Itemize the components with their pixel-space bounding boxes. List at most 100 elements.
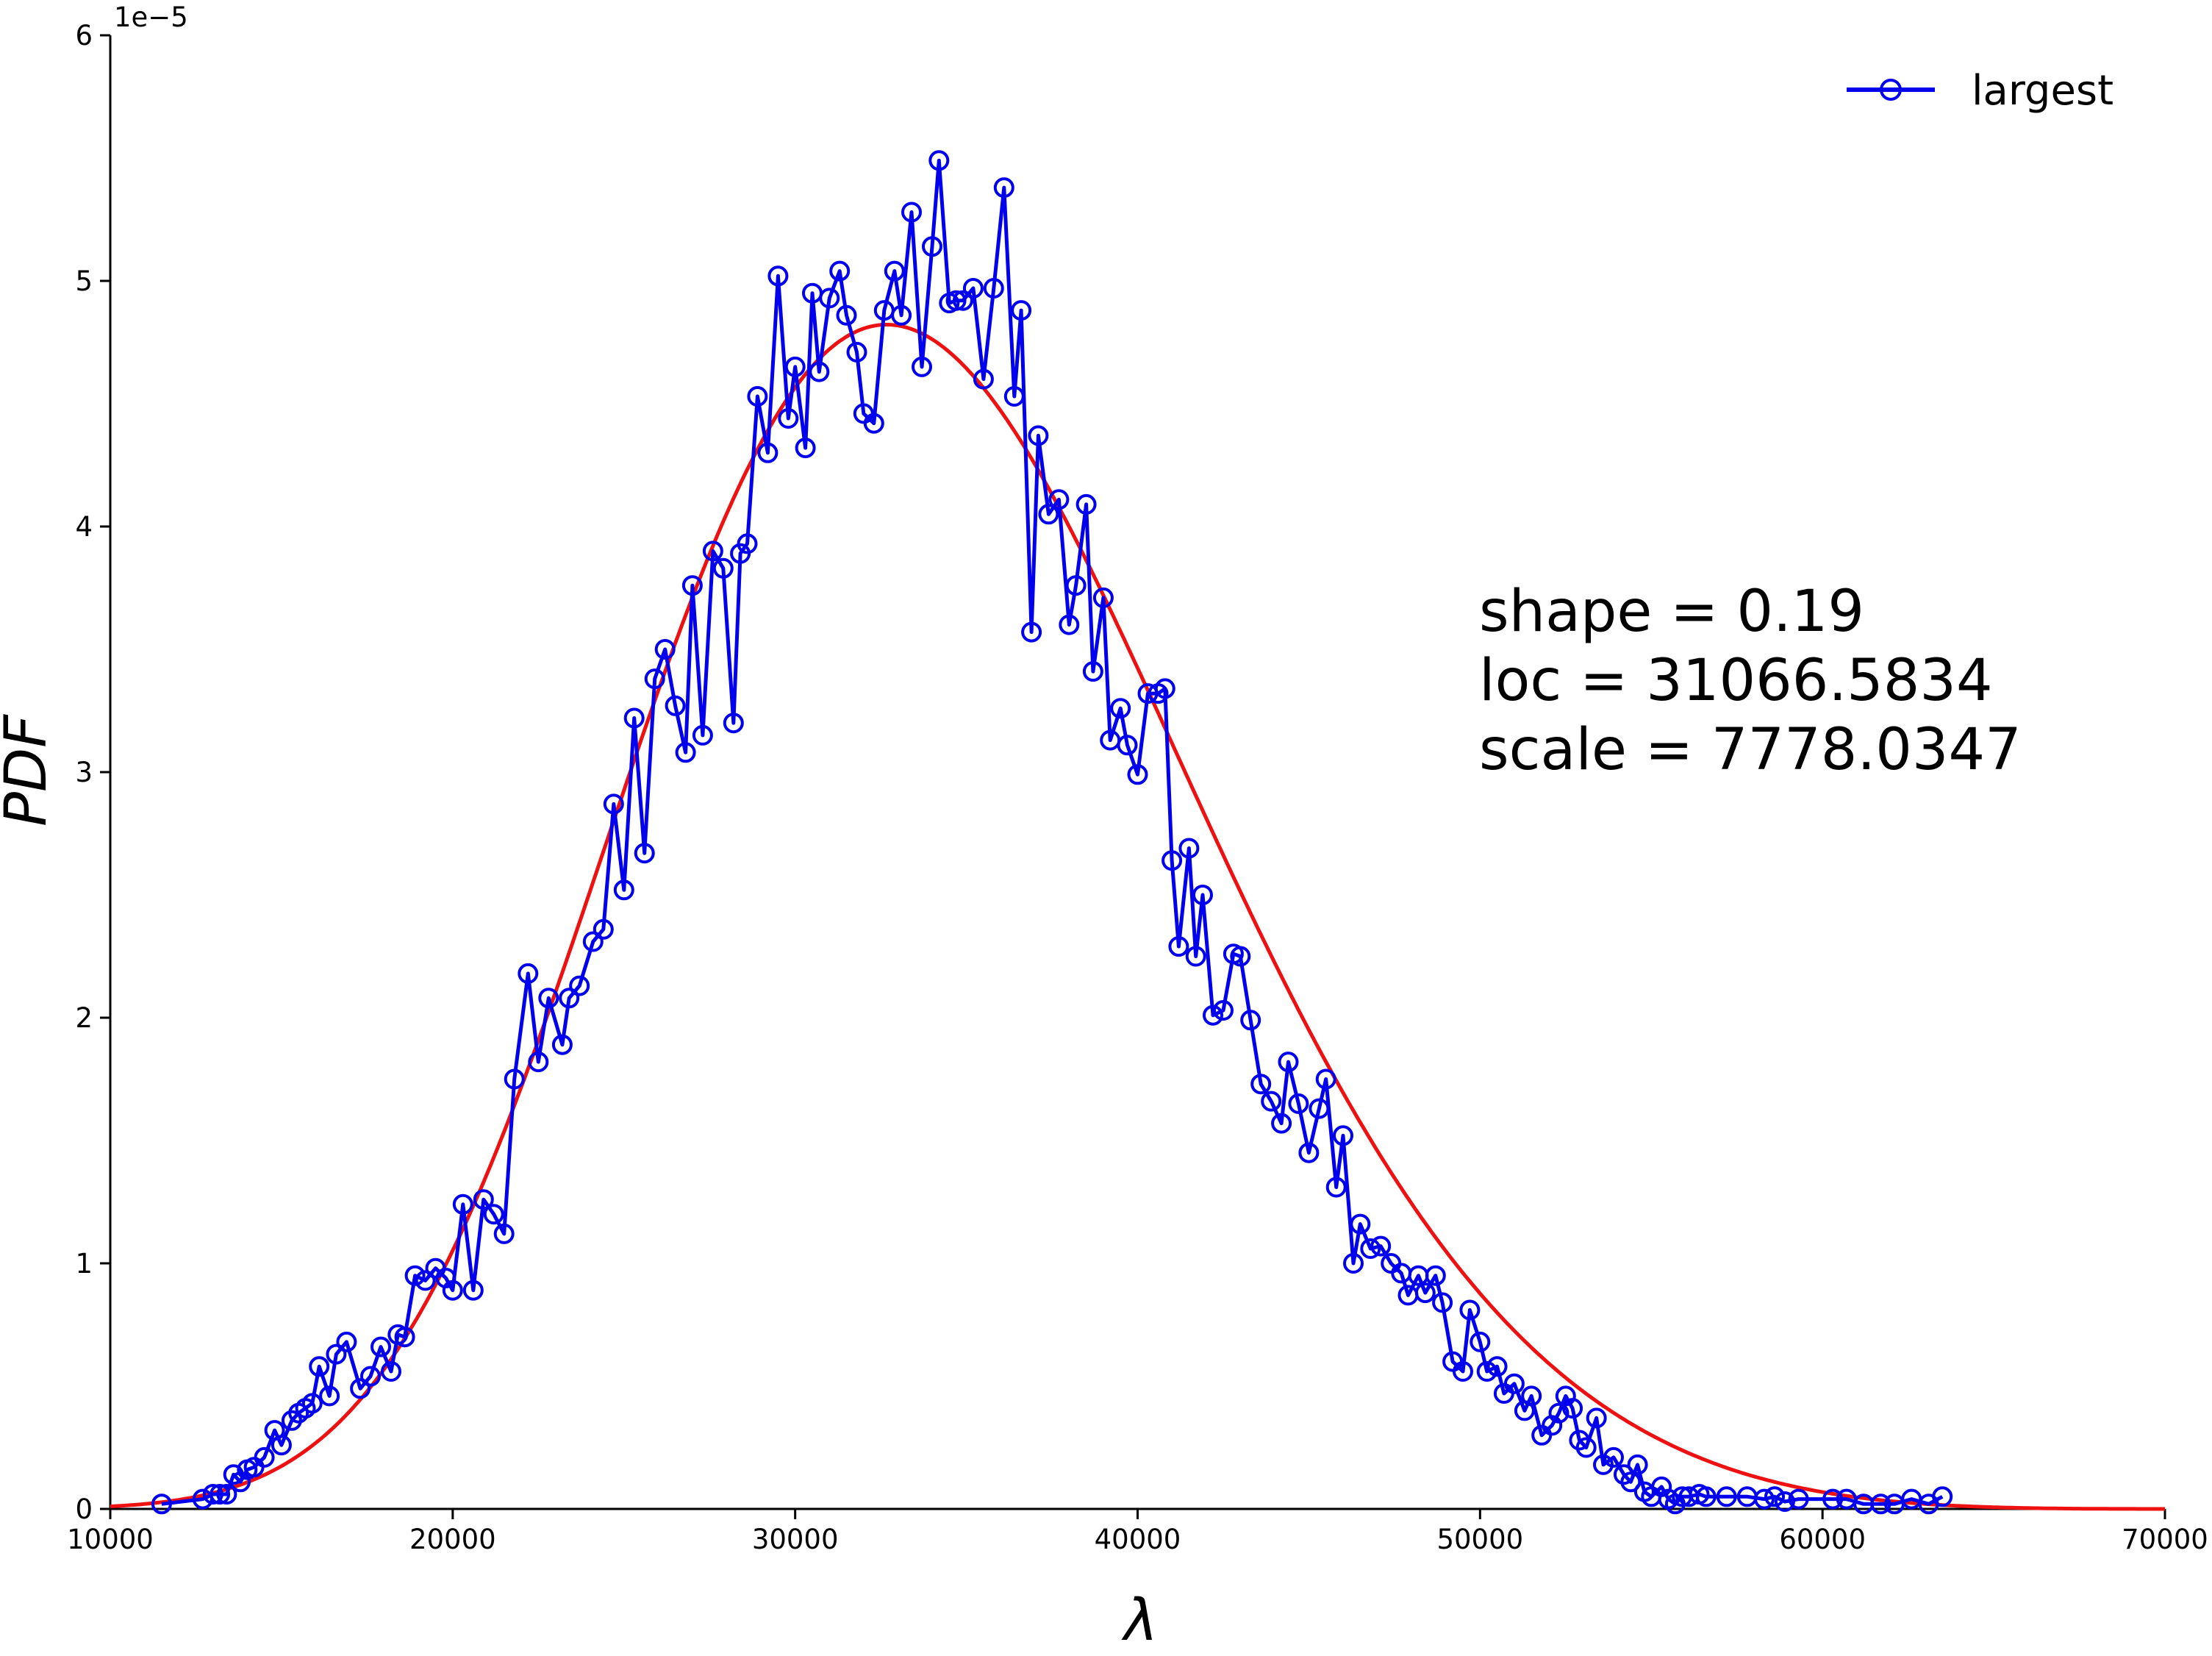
- data-point: [1127, 764, 1148, 785]
- data-point: [1288, 1093, 1309, 1114]
- data-point: [747, 386, 768, 407]
- data-point: [1370, 1235, 1392, 1257]
- x-tick-label: 50000: [1436, 1524, 1523, 1555]
- data-point: [1822, 1488, 1844, 1510]
- data-point: [301, 1393, 323, 1414]
- data-point: [381, 1361, 401, 1382]
- data-point: [1278, 1052, 1299, 1073]
- data-point: [1870, 1493, 1891, 1515]
- data-point: [962, 278, 984, 299]
- data-point: [795, 438, 816, 459]
- data-point: [528, 1052, 549, 1073]
- data-point: [551, 1034, 573, 1055]
- data-point: [1092, 587, 1114, 608]
- data-point: [593, 918, 614, 940]
- data-point: [1343, 1253, 1364, 1274]
- data-point: [1521, 1385, 1542, 1407]
- data-point: [559, 988, 580, 1009]
- data-point: [1315, 1068, 1336, 1090]
- data-point: [723, 713, 744, 734]
- data-point: [1230, 946, 1251, 967]
- data-point: [983, 278, 1004, 299]
- x-tick-label: 30000: [752, 1524, 839, 1555]
- data-point: [1350, 1213, 1371, 1235]
- fit-curve-layer: [110, 323, 2165, 1511]
- data-point: [993, 177, 1014, 199]
- data-point: [1082, 661, 1103, 682]
- series-line-largest: [161, 158, 1944, 1506]
- data-point: [1309, 1098, 1330, 1119]
- data-point: [1603, 1446, 1624, 1468]
- x-tick-label: 40000: [1095, 1524, 1181, 1555]
- data-point: [371, 1336, 391, 1357]
- data-point: [1425, 1265, 1446, 1286]
- legend-marker: [1880, 79, 1902, 101]
- data-point: [151, 1493, 172, 1515]
- x-tick-label: 10000: [67, 1524, 154, 1555]
- data-point: [1178, 838, 1200, 859]
- data-point: [1298, 1142, 1320, 1163]
- data-point: [665, 695, 686, 716]
- data-point: [1185, 946, 1206, 967]
- data-point: [836, 304, 857, 326]
- data-point: [493, 1223, 515, 1244]
- data-point: [681, 575, 703, 596]
- data-point: [1503, 1373, 1525, 1394]
- data-point: [778, 408, 799, 429]
- data-point: [945, 290, 967, 311]
- data-point: [884, 260, 905, 282]
- y-axis-title: PDF: [0, 714, 60, 827]
- data-point: [360, 1366, 381, 1387]
- data-point: [1476, 1361, 1497, 1382]
- data-point: [1620, 1471, 1642, 1493]
- data-point: [415, 1270, 436, 1291]
- data-point: [1627, 1454, 1648, 1475]
- data-point: [1003, 386, 1025, 407]
- data-point: [634, 843, 655, 864]
- y-tick-label: 4: [75, 511, 93, 543]
- data-point: [473, 1189, 494, 1210]
- data-point: [1932, 1486, 1953, 1507]
- data-point: [952, 290, 973, 311]
- data-point: [1110, 698, 1131, 719]
- data-point: [538, 988, 559, 1009]
- data-point: [613, 879, 634, 901]
- data-point: [973, 368, 994, 390]
- data-point: [702, 540, 723, 562]
- data-point: [891, 304, 912, 326]
- data-point: [1695, 1486, 1717, 1507]
- data-point: [846, 341, 867, 363]
- data-point: [442, 1280, 463, 1301]
- data-point: [1470, 1331, 1491, 1352]
- data-point: [1325, 1177, 1347, 1198]
- data-point: [1788, 1488, 1809, 1510]
- data-point: [582, 931, 604, 952]
- x-tick-label: 20000: [409, 1524, 496, 1555]
- data-point: [336, 1331, 357, 1352]
- data-point: [1213, 1000, 1234, 1021]
- y-tick-label: 2: [75, 1002, 93, 1034]
- data-point: [394, 1327, 415, 1348]
- data-point: [819, 288, 840, 309]
- data-point: [1021, 621, 1042, 643]
- legend-label-largest: largest: [1972, 67, 2113, 115]
- data-point: [1271, 1113, 1292, 1134]
- data-point: [809, 361, 830, 382]
- data-point: [1028, 425, 1049, 446]
- legend: largest: [1847, 67, 2113, 115]
- data-point: [1075, 493, 1097, 515]
- data-point: [1203, 1004, 1223, 1026]
- annotation-shape: shape = 0.19: [1479, 579, 1864, 645]
- data-point: [1586, 1407, 1607, 1429]
- data-point: [1162, 850, 1183, 871]
- data-point: [326, 1343, 347, 1365]
- data-point: [1059, 614, 1080, 635]
- data-point: [712, 557, 734, 579]
- data-point: [829, 260, 851, 282]
- data-point: [504, 1068, 525, 1090]
- data-point: [863, 413, 884, 434]
- data-point: [216, 1484, 237, 1505]
- data-point: [1333, 1125, 1353, 1146]
- data-point: [452, 1193, 473, 1215]
- data-point: [1168, 936, 1189, 957]
